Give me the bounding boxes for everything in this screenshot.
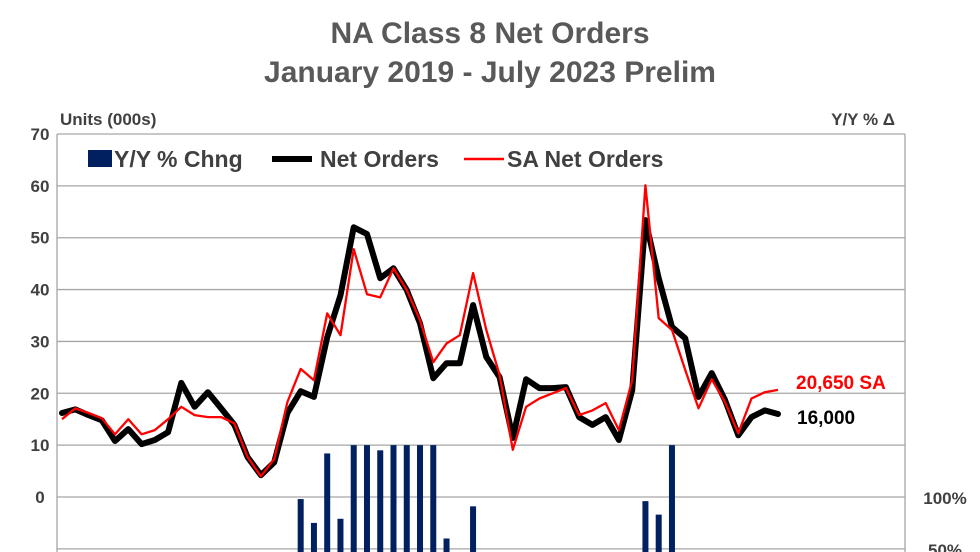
line-series: [59, 184, 781, 479]
y-tick-left: 20: [31, 384, 50, 403]
legend-label-yoy: Y/Y % Chng: [114, 146, 243, 172]
y-tick-left: 30: [31, 332, 50, 351]
yoy-bar: [403, 445, 410, 552]
yoy-bar: [443, 538, 450, 552]
y-tick-right: 50%: [928, 541, 962, 552]
yoy-bar: [668, 445, 675, 552]
annotation-sa-latest: 20,650 SA: [796, 373, 886, 394]
axis-ticks: 0 10 20 30 40 50 60 70 100% 50%: [31, 125, 967, 552]
y-axis-right-label: Y/Y % Δ: [831, 110, 895, 129]
chart-title-line2: January 2019 - July 2023 Prelim: [264, 56, 716, 89]
yoy-bar: [430, 445, 437, 552]
yoy-bar: [377, 450, 384, 552]
yoy-bar: [470, 506, 477, 552]
net-orders-line: [59, 217, 781, 479]
legend-label-net-orders: Net Orders: [320, 146, 439, 172]
y-tick-left: 60: [31, 177, 50, 196]
y-axis-left-label: Units (000s): [60, 110, 156, 129]
y-tick-left: 0: [35, 488, 44, 507]
legend-swatch-yoy: [88, 150, 112, 167]
yoy-bar: [310, 522, 317, 552]
y-tick-left: 70: [31, 125, 50, 144]
yoy-bars: [297, 445, 675, 552]
y-tick-left: 10: [31, 436, 50, 455]
yoy-bar: [297, 499, 304, 552]
yoy-bar: [363, 445, 370, 552]
yoy-bar: [350, 445, 357, 552]
yoy-bar: [337, 518, 344, 552]
yoy-bar: [655, 514, 662, 552]
yoy-bar: [324, 453, 331, 552]
yoy-bar: [417, 445, 424, 552]
yoy-bar: [642, 501, 649, 552]
annotation-net-latest: 16,000: [797, 408, 855, 429]
y-tick-right: 100%: [923, 489, 966, 508]
y-tick-left: 50: [31, 229, 50, 248]
y-tick-left: 40: [31, 281, 50, 300]
legend: Y/Y % Chng Net Orders SA Net Orders: [88, 146, 663, 172]
sa-net-orders-line: [61, 184, 779, 478]
chart-title-line1: NA Class 8 Net Orders: [330, 17, 649, 50]
legend-label-sa-net-orders: SA Net Orders: [507, 146, 663, 172]
yoy-bar: [390, 445, 397, 552]
